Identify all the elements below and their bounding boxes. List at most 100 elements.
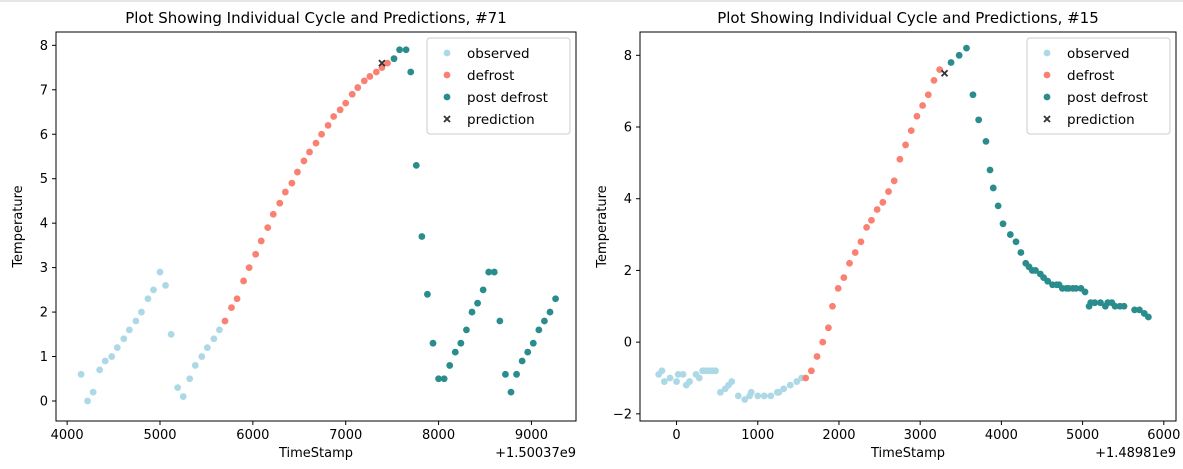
data-point-post-defrost (963, 44, 970, 52)
x-tick-label: 9000 (515, 428, 548, 443)
chart-panel-1: Plot Showing Individual Cycle and Predic… (11, 9, 577, 461)
data-point-post-defrost (451, 348, 459, 356)
legend: observed defrost post defrost prediction (426, 37, 571, 135)
series-prediction (940, 69, 949, 77)
data-point-observed (760, 392, 768, 400)
data-point-defrost (312, 139, 320, 147)
data-point-defrost (233, 295, 241, 303)
data-point-observed (725, 381, 732, 389)
legend-label-observed: observed (1067, 46, 1130, 62)
data-point-post-defrost (513, 370, 520, 378)
data-point-post-defrost (552, 295, 559, 303)
y-axis-label: Temperature (595, 185, 610, 268)
data-point-observed (786, 381, 794, 389)
data-point-post-defrost (507, 388, 515, 396)
data-point-observed (162, 282, 169, 289)
data-point-post-defrost (1006, 231, 1014, 238)
data-point-defrost (342, 99, 350, 107)
data-point-defrost (913, 112, 921, 120)
data-point-defrost (276, 199, 284, 207)
legend: observed defrost post defrost prediction (1026, 37, 1171, 135)
y-tick-label: 1 (40, 350, 48, 365)
y-tick-label: 2 (40, 306, 48, 321)
data-point-defrost (902, 141, 909, 149)
data-point-post-defrost (429, 339, 437, 347)
data-point-observed (89, 388, 97, 396)
x-tick-label: 6000 (236, 428, 269, 443)
data-point-observed (673, 378, 680, 385)
data-point-defrost (336, 106, 344, 114)
legend-marker-observed (1043, 49, 1051, 57)
y-tick-label: 7 (40, 83, 48, 98)
axes-frame (55, 31, 577, 422)
data-point-defrost (354, 84, 362, 91)
y-tick-label: −2 (613, 407, 632, 422)
x-tick-label: 0 (672, 428, 680, 443)
series-observed (77, 268, 223, 405)
data-point-post-defrost (541, 317, 548, 325)
data-point-defrost (924, 91, 932, 99)
data-point-defrost (868, 216, 875, 224)
data-point-post-defrost (474, 299, 481, 307)
data-point-defrost (885, 188, 892, 195)
data-point-post-defrost (546, 308, 554, 316)
data-point-observed (717, 388, 724, 396)
y-tick-label: 8 (624, 49, 632, 64)
data-point-observed (132, 317, 140, 325)
data-point-observed (708, 367, 716, 375)
x-tick-label: 1000 (741, 428, 774, 443)
data-point-post-defrost (1144, 313, 1152, 321)
data-point-post-defrost (1131, 306, 1138, 314)
data-point-defrost (840, 274, 848, 281)
series-prediction (378, 59, 386, 67)
legend-label-prediction: prediction (467, 112, 535, 128)
y-tick-label: 2 (624, 264, 632, 279)
data-point-post-defrost (999, 220, 1007, 228)
data-point-defrost (802, 374, 810, 382)
data-point-defrost (930, 77, 938, 84)
y-axis-label: Temperature (11, 185, 26, 268)
data-point-defrost (281, 188, 289, 196)
data-point-defrost (919, 102, 927, 109)
data-point-defrost (348, 90, 356, 98)
data-point-post-defrost (457, 339, 465, 347)
data-point-post-defrost (479, 286, 487, 294)
data-point-observed (120, 335, 128, 343)
data-point-post-defrost (468, 308, 476, 316)
data-point-defrost (825, 324, 832, 332)
data-point-defrost (324, 121, 332, 129)
data-point-defrost (851, 249, 859, 256)
data-point-post-defrost (986, 166, 994, 174)
data-point-post-defrost (446, 362, 454, 369)
data-point-observed (780, 385, 788, 393)
data-point-defrost (879, 198, 887, 206)
data-point-defrost (907, 127, 915, 134)
data-point-observed (179, 393, 187, 400)
data-point-observed (666, 374, 674, 382)
x-tick-label: 2000 (822, 428, 855, 443)
data-point-defrost (896, 155, 904, 163)
data-point-defrost (294, 168, 301, 176)
data-point-defrost (269, 210, 277, 218)
data-point-observed (216, 326, 223, 334)
axes-frame (639, 31, 1177, 422)
data-point-post-defrost (518, 357, 526, 365)
y-tick-label: 0 (624, 336, 632, 351)
data-point-post-defrost (1097, 299, 1104, 307)
x-tick-label: 5000 (1066, 428, 1099, 443)
legend-marker-prediction (1043, 115, 1051, 123)
data-point-post-defrost (989, 184, 997, 192)
x-tick-label: 4000 (985, 428, 1018, 443)
data-point-defrost (240, 277, 247, 285)
data-point-observed (674, 370, 682, 378)
data-point-observed (775, 388, 783, 396)
data-point-post-defrost (1072, 284, 1080, 292)
y-tick-label: 4 (624, 192, 632, 207)
data-point-post-defrost (1136, 306, 1143, 314)
data-point-post-defrost (982, 137, 990, 145)
data-point-post-defrost (396, 46, 403, 54)
legend-marker-post-defrost (1043, 93, 1051, 101)
x-axis-label: TimeStamp (278, 446, 353, 461)
data-point-post-defrost (1111, 302, 1119, 310)
